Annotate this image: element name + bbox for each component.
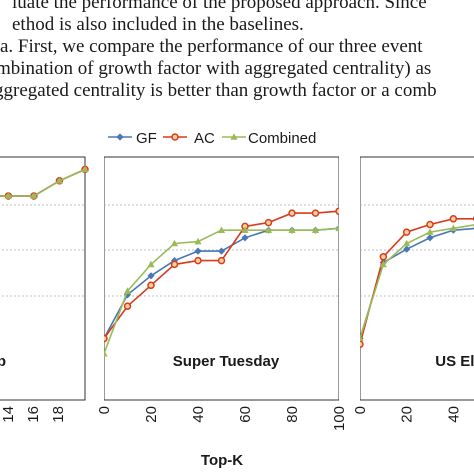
data-point-gf [116, 133, 124, 141]
legend-label: Combined [248, 130, 316, 147]
chart-panel-2 [104, 156, 339, 401]
x-tick-label: 20 [399, 406, 416, 423]
x-tick-label: 20 [143, 406, 160, 423]
series-line-ac [360, 218, 474, 345]
data-point-combined [426, 228, 434, 235]
data-point-combined [123, 287, 132, 294]
data-point-combined [288, 226, 296, 233]
panel-title: p [0, 353, 6, 370]
x-tick-label: 0 [352, 406, 369, 414]
data-point-ac [288, 209, 296, 217]
data-point-combined [194, 237, 202, 245]
series-line-gf [0, 168, 86, 197]
data-point-combined [311, 226, 320, 233]
data-point-ac [217, 256, 226, 265]
legend-item-ac: AC [163, 130, 215, 147]
x-tick-label: 40 [445, 406, 462, 423]
data-point-gf [147, 272, 155, 280]
data-point-ac [426, 220, 434, 229]
data-point-ac [147, 281, 155, 290]
series-line-combined [0, 168, 86, 197]
chart-panel-1 [0, 156, 89, 401]
data-point-combined [104, 349, 108, 357]
series-line-combined [104, 227, 339, 354]
figure-panels: GF AC Combined p 14 16 18 Super Tuesday 0 20 40 60… [0, 130, 474, 469]
data-point-combined [403, 239, 411, 247]
data-point-ac [123, 302, 132, 310]
x-tick-label: 0 [96, 406, 113, 414]
data-point-combined [264, 226, 273, 233]
data-point-ac [170, 260, 179, 269]
data-point-combined [217, 226, 226, 233]
paper-paragraph: luate the performance of the proposed ap… [0, 0, 474, 108]
panel-title: US Ele [435, 353, 474, 370]
data-point-combined [335, 224, 339, 232]
data-point-combined [4, 192, 12, 199]
data-point-ac [402, 228, 411, 236]
data-point-combined [170, 239, 179, 247]
plot-frame [0, 156, 86, 401]
chart-panels: p 14 16 18 Super Tuesday 0 20 40 60 80 100 US Ele 0 2… [0, 156, 474, 431]
chart-panel-3 [360, 156, 474, 401]
x-axis-label: Top-K [201, 452, 243, 469]
data-point-gf [241, 234, 249, 242]
paragraph-line: ggregated centrality is better than grow… [0, 80, 437, 101]
data-point-combined [241, 226, 249, 233]
data-point-ac [360, 340, 364, 348]
data-point-combined [379, 260, 387, 268]
data-point-ac [264, 218, 273, 227]
paragraph-line: mbination of growth factor with aggregat… [0, 58, 432, 79]
data-point-gf [194, 247, 202, 255]
plot-frame [360, 156, 474, 401]
paragraph-line: ethod is also included in the baselines. [12, 14, 304, 35]
legend-label: AC [194, 130, 215, 147]
series-line-ac [0, 168, 86, 197]
legend-item-gf: GF [108, 130, 157, 147]
x-tick-label: 18 [50, 406, 67, 423]
panel-title: Super Tuesday [173, 353, 280, 370]
legend-item-combined: Combined [222, 130, 316, 147]
data-point-ac [335, 207, 339, 215]
x-tick-label: 80 [284, 406, 301, 423]
paragraph-line: luate the performance of the proposed ap… [12, 0, 427, 13]
data-point-combined [360, 334, 364, 342]
data-point-combined [230, 133, 238, 140]
data-point-ac [104, 334, 108, 343]
data-point-ac [311, 209, 320, 217]
data-point-ac [379, 253, 388, 261]
series-line-gf [104, 227, 339, 339]
data-point-ac [171, 133, 179, 141]
plot-frame [104, 156, 339, 401]
data-point-combined [147, 260, 155, 268]
x-tick-label: 100 [331, 406, 348, 431]
data-point-ac [194, 256, 202, 265]
data-point-combined [30, 192, 38, 199]
data-point-combined [55, 177, 64, 184]
x-tick-label: 16 [25, 406, 42, 423]
data-point-combined [449, 224, 457, 232]
data-point-gf [403, 245, 411, 253]
x-tick-label: 60 [237, 406, 254, 423]
x-tick-label: 40 [190, 406, 207, 423]
paragraph-line: a. First, we compare the performance of … [0, 36, 423, 57]
legend: GF AC Combined [108, 130, 316, 147]
x-tick-label: 14 [0, 406, 17, 423]
data-point-combined [81, 165, 89, 173]
data-point-ac [449, 215, 458, 223]
data-point-gf [217, 247, 226, 255]
data-point-gf [426, 234, 434, 242]
legend-label: GF [136, 130, 157, 147]
